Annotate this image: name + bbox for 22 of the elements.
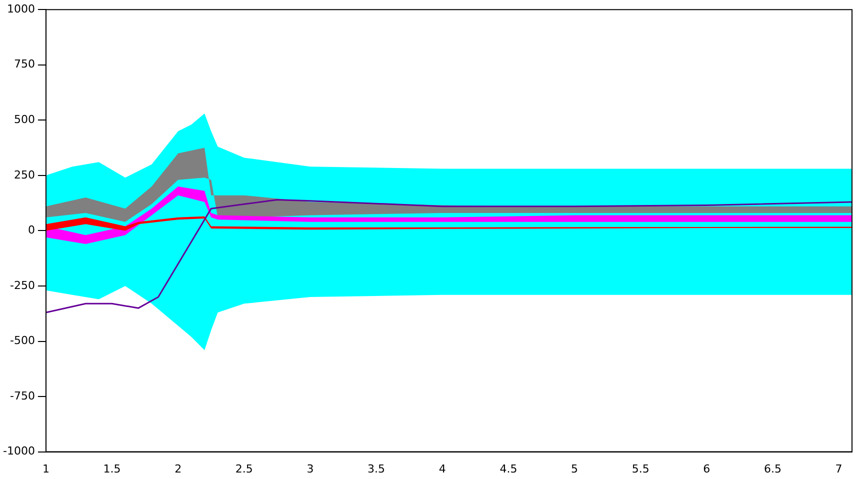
- y-tick-label: 500: [14, 113, 35, 126]
- y-tick-label: -250: [10, 278, 35, 292]
- y-tick-label: -1000: [2, 444, 35, 458]
- x-tick-label: 3: [306, 462, 314, 476]
- x-tick-label: 4: [438, 462, 446, 476]
- x-tick-label: 1.5: [103, 462, 121, 476]
- x-tick-label: 2: [174, 462, 182, 476]
- x-tick-label: 2.5: [235, 462, 253, 476]
- x-tick-label: 5.5: [632, 462, 650, 476]
- x-tick-label: 1: [42, 462, 50, 476]
- y-tick-label: -750: [10, 389, 35, 402]
- y-tick-label: 250: [14, 168, 35, 182]
- x-tick-label: 7: [835, 462, 842, 476]
- y-tick-label: 0: [28, 224, 35, 237]
- x-tick-label: 4.5: [500, 462, 518, 476]
- x-tick-label: 3.5: [368, 462, 386, 476]
- y-tick-label: 1000: [6, 2, 35, 16]
- y-tick-label: 750: [14, 58, 35, 71]
- x-tick-label: 6.5: [764, 462, 782, 476]
- x-tick-label: 6: [703, 462, 710, 476]
- x-tick-label: 5: [571, 462, 578, 476]
- y-tick-label: -500: [10, 334, 35, 348]
